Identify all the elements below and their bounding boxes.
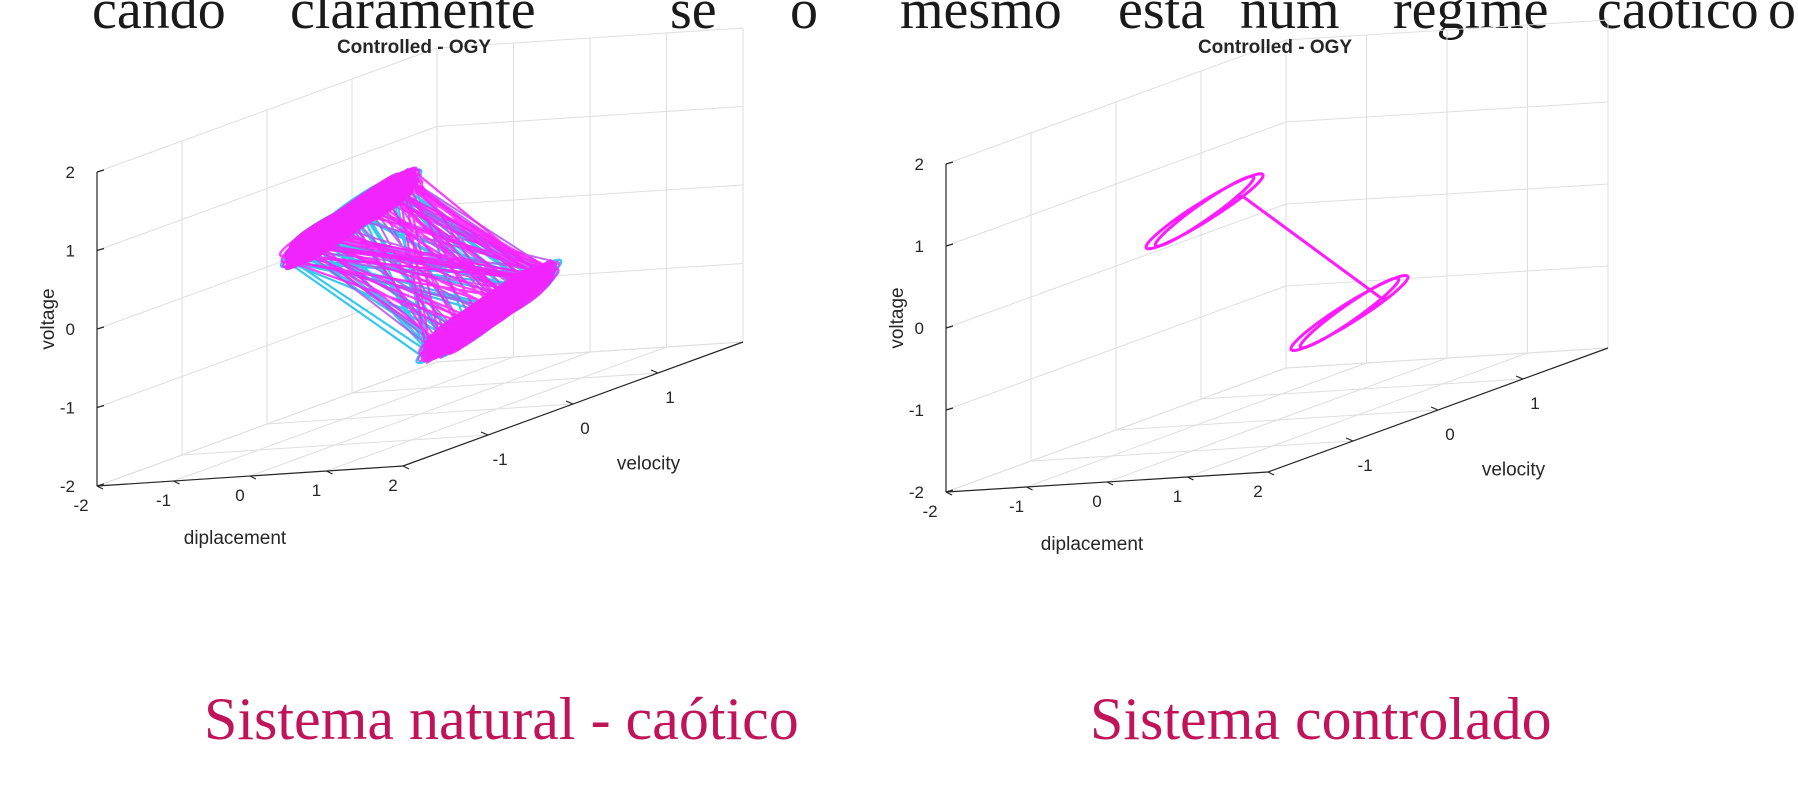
x-tick-label: 1	[1173, 487, 1182, 506]
x-axis-label: diplacement	[184, 528, 287, 549]
z-tick	[945, 407, 954, 411]
grid-line	[436, 341, 744, 363]
x-tick	[96, 485, 104, 490]
y-tick	[565, 400, 574, 405]
x-tick	[326, 470, 333, 475]
z-tick	[96, 169, 105, 173]
y-tick-label: 0	[580, 419, 589, 438]
z-tick-label: 2	[66, 163, 75, 182]
y-tick	[1430, 406, 1439, 411]
trajectory-controlled	[1144, 172, 1410, 352]
header-word: está	[1118, 0, 1206, 41]
x-tick-label: -2	[73, 496, 88, 515]
z-tick	[945, 243, 954, 247]
y-tick	[650, 369, 659, 374]
grid-line	[1285, 183, 1609, 205]
header-word: num	[1240, 0, 1340, 41]
chart-left: -2 -1 0 1 2 -2 -1 0 1 2 -1 0 1 diplacement velocity vol…	[38, 27, 744, 549]
x-tick	[1026, 486, 1033, 491]
z-tick	[96, 247, 105, 252]
z-tick-label: -1	[60, 399, 75, 418]
grid-line	[1285, 347, 1609, 369]
grid-line	[436, 184, 744, 206]
x-tick-label: 1	[312, 481, 321, 500]
grid-line	[96, 126, 438, 251]
grid-line	[326, 346, 667, 472]
trajectory-magenta	[278, 167, 560, 364]
z-tick-label: 1	[66, 242, 75, 261]
x-tick	[173, 480, 180, 485]
x-tick-label: -1	[1009, 497, 1024, 516]
z-tick	[96, 483, 105, 487]
y-tick-label: 0	[1445, 425, 1454, 444]
caption-right: Sistema controlado	[1090, 686, 1552, 752]
z-tick	[96, 404, 105, 409]
x-tick-label: 2	[388, 476, 397, 495]
x-tick	[945, 491, 953, 496]
x-tick	[1106, 481, 1114, 486]
y-axis-label: velocity	[617, 454, 681, 475]
header-word: caótico	[1597, 0, 1759, 41]
z-tick	[945, 489, 954, 493]
x-tick-label: -2	[922, 502, 937, 521]
grid-line	[1285, 19, 1609, 41]
z-tick-label: -2	[60, 477, 75, 496]
chart-title: Controlled - OGY	[337, 37, 491, 58]
y-tick-label: -1	[1357, 456, 1372, 475]
grid-line	[945, 121, 1287, 247]
z-tick-label: -2	[909, 483, 924, 502]
grid-line	[1285, 101, 1609, 123]
y-tick	[1345, 437, 1354, 442]
header-word: claramente	[290, 0, 536, 41]
z-tick-label: 0	[915, 319, 924, 338]
header-word: regime	[1393, 0, 1549, 41]
z-axis-label: voltage	[38, 288, 59, 349]
grid-line	[351, 372, 659, 394]
z-tick-label: 1	[915, 237, 924, 256]
caption-left: Sistema natural - caótico	[204, 686, 799, 752]
header-text: cando claramente se o mesmo está num regime caót…	[0, 0, 1798, 41]
grid-line	[436, 106, 744, 127]
header-word: o	[790, 0, 818, 41]
x-tick	[1187, 476, 1194, 481]
x-tick	[402, 465, 410, 470]
grid-line	[945, 39, 1287, 165]
x-tick	[1267, 471, 1275, 476]
x-tick	[249, 475, 257, 480]
y-axis-label: velocity	[1482, 460, 1546, 481]
z-tick	[96, 326, 105, 330]
x-tick-label: 2	[1253, 482, 1262, 501]
grid-line	[96, 47, 438, 173]
z-tick-label: 2	[915, 155, 924, 174]
grid-line	[1115, 409, 1439, 431]
header-word: mesmo	[900, 0, 1062, 41]
header-word: cando	[92, 0, 226, 41]
x-axis-label: diplacement	[1041, 534, 1144, 555]
y-tick	[480, 431, 489, 436]
x-tick-label: 0	[235, 486, 244, 505]
grid-line	[266, 403, 574, 425]
grid-line	[1187, 352, 1528, 478]
y-tick	[1515, 375, 1524, 380]
z-tick-label: 0	[66, 320, 75, 339]
chart-title: Controlled - OGY	[1198, 37, 1352, 58]
y-tick-label: -1	[492, 450, 507, 469]
header-word: se	[670, 0, 717, 41]
grid-line	[945, 203, 1287, 329]
z-axis-label: voltage	[887, 287, 908, 348]
z-tick	[945, 161, 954, 165]
y-tick-label: 1	[1530, 394, 1539, 413]
chart-right: -2 -1 0 1 2 -2 -1 0 1 2 -1 0 1 diplacement velocity vol…	[887, 19, 1609, 555]
grid-line	[436, 27, 744, 49]
x-tick-label: -1	[156, 491, 171, 510]
y-tick-label: 1	[665, 388, 674, 407]
header-word: o	[1768, 0, 1796, 41]
x-tick-label: 0	[1092, 492, 1101, 511]
z-tick	[945, 325, 954, 329]
grid-line	[1200, 378, 1524, 400]
z-tick-label: -1	[909, 401, 924, 420]
